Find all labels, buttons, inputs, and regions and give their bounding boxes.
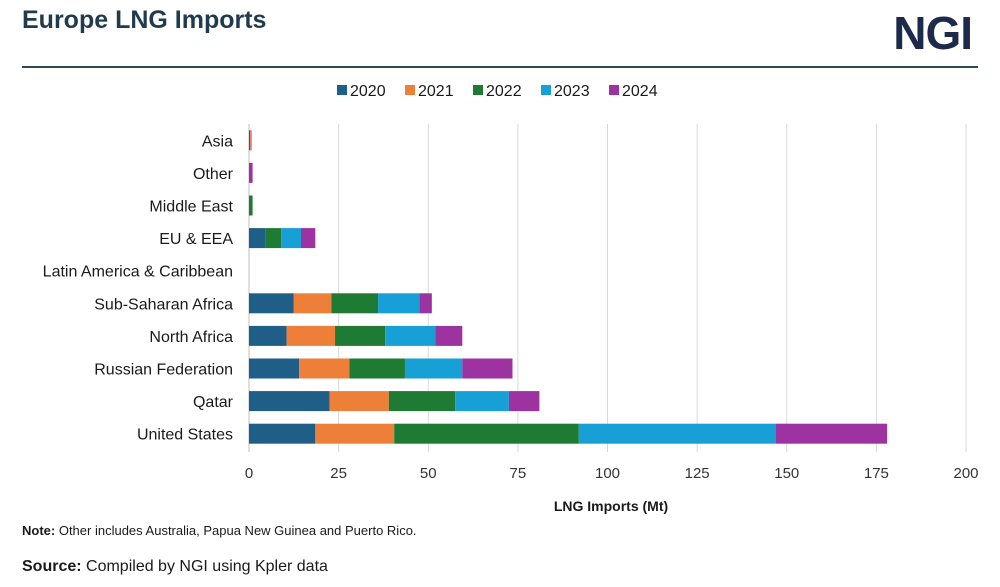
legend-label-2021: 2021 <box>418 83 454 100</box>
bar-russian-federation-2023 <box>404 358 463 379</box>
legend-swatch-2024 <box>609 85 619 95</box>
legend-label-2020: 2020 <box>350 83 386 100</box>
bar-asia-2020 <box>249 130 251 151</box>
bar-united-states-2024 <box>775 423 888 444</box>
chart-legend: 2020 2021 2022 2023 2024 <box>337 83 658 100</box>
category-label-qatar: Qatar <box>193 394 234 411</box>
x-tick-label-25: 25 <box>330 465 347 482</box>
category-label-sub-saharan-africa: Sub-Saharan Africa <box>94 296 233 313</box>
x-tick-label-75: 75 <box>510 465 527 482</box>
bar-middle-east-2022 <box>249 195 253 216</box>
legend-swatch-2022 <box>473 85 483 95</box>
bar-qatar-2022 <box>388 391 456 412</box>
x-tick-label-100: 100 <box>595 465 620 482</box>
bar-asia-2021 <box>250 130 251 151</box>
bar-qatar-2024 <box>508 391 540 412</box>
bar-russian-federation-2021 <box>299 358 350 379</box>
bar-north-africa-2023 <box>385 325 436 346</box>
category-label-north-africa: North Africa <box>149 329 233 346</box>
bar-sub-saharan-africa-2022 <box>331 293 379 314</box>
bar-eu-and-eea-2022 <box>265 228 282 249</box>
x-tick-label-50: 50 <box>420 465 437 482</box>
category-label-latin-america-and-caribbean: Latin America & Caribbean <box>43 264 233 281</box>
bar-sub-saharan-africa-2024 <box>419 293 432 314</box>
note-label: Note: <box>22 523 56 538</box>
legend-label-2023: 2023 <box>554 83 590 100</box>
legend-label-2024: 2024 <box>622 83 658 100</box>
legend-swatch-2023 <box>541 85 551 95</box>
bar-qatar-2020 <box>249 391 330 412</box>
source-label: Source: <box>22 558 82 575</box>
bar-qatar-2021 <box>329 391 389 412</box>
x-tick-label-0: 0 <box>245 465 253 482</box>
bar-sub-saharan-africa-2020 <box>249 293 294 314</box>
bar-united-states-2021 <box>315 423 395 444</box>
chart-note: Note: Other includes Australia, Papua Ne… <box>22 523 417 538</box>
x-tick-label-175: 175 <box>864 465 889 482</box>
bar-russian-federation-2020 <box>249 358 300 379</box>
category-label-eu-and-eea: EU & EEA <box>159 231 233 248</box>
category-labels: Asia Other Middle East EU & EEA Latin Americ… <box>43 133 234 443</box>
x-tick-label-200: 200 <box>953 465 978 482</box>
chart-bars <box>249 130 888 444</box>
bar-sub-saharan-africa-2023 <box>378 293 420 314</box>
category-label-middle-east: Middle East <box>149 199 233 216</box>
category-label-united-states: United States <box>137 427 233 444</box>
bar-qatar-2023 <box>455 391 509 412</box>
bar-united-states-2023 <box>578 423 776 444</box>
category-label-asia: Asia <box>202 133 233 150</box>
stacked-bar-chart: 2020 2021 2022 2023 2024 Asia Other Middle Eas… <box>43 83 979 514</box>
legend-label-2022: 2022 <box>486 83 522 100</box>
note-text: Other includes Australia, Papua New Guin… <box>55 523 417 538</box>
bar-north-africa-2022 <box>335 325 386 346</box>
bar-united-states-2022 <box>394 423 579 444</box>
bar-russian-federation-2022 <box>349 358 405 379</box>
chart-source: Source: Compiled by NGI using Kpler data <box>22 558 328 576</box>
bar-other-2024 <box>249 162 253 183</box>
bar-north-africa-2021 <box>286 325 336 346</box>
x-axis-label: LNG Imports (Mt) <box>554 498 668 514</box>
bar-eu-and-eea-2023 <box>281 228 301 249</box>
category-label-other: Other <box>193 166 234 183</box>
legend-swatch-2021 <box>405 85 415 95</box>
bar-eu-and-eea-2020 <box>249 228 266 249</box>
chart-title: Europe LNG Imports <box>22 6 267 34</box>
x-tick-labels: 0 25 50 75 100 125 150 175 200 <box>245 465 979 482</box>
bar-sub-saharan-africa-2021 <box>293 293 332 314</box>
bar-united-states-2020 <box>249 423 316 444</box>
bar-asia-2024 <box>250 130 252 151</box>
title-divider <box>22 66 978 68</box>
x-tick-label-150: 150 <box>774 465 799 482</box>
category-label-russian-federation: Russian Federation <box>94 362 233 379</box>
bar-russian-federation-2024 <box>462 358 513 379</box>
x-tick-label-125: 125 <box>685 465 710 482</box>
legend-swatch-2020 <box>337 85 347 95</box>
bar-eu-and-eea-2024 <box>300 228 316 249</box>
ngi-logo: NGI <box>893 7 973 59</box>
bar-north-africa-2020 <box>249 325 287 346</box>
bar-north-africa-2024 <box>435 325 463 346</box>
source-text: Compiled by NGI using Kpler data <box>81 558 328 575</box>
